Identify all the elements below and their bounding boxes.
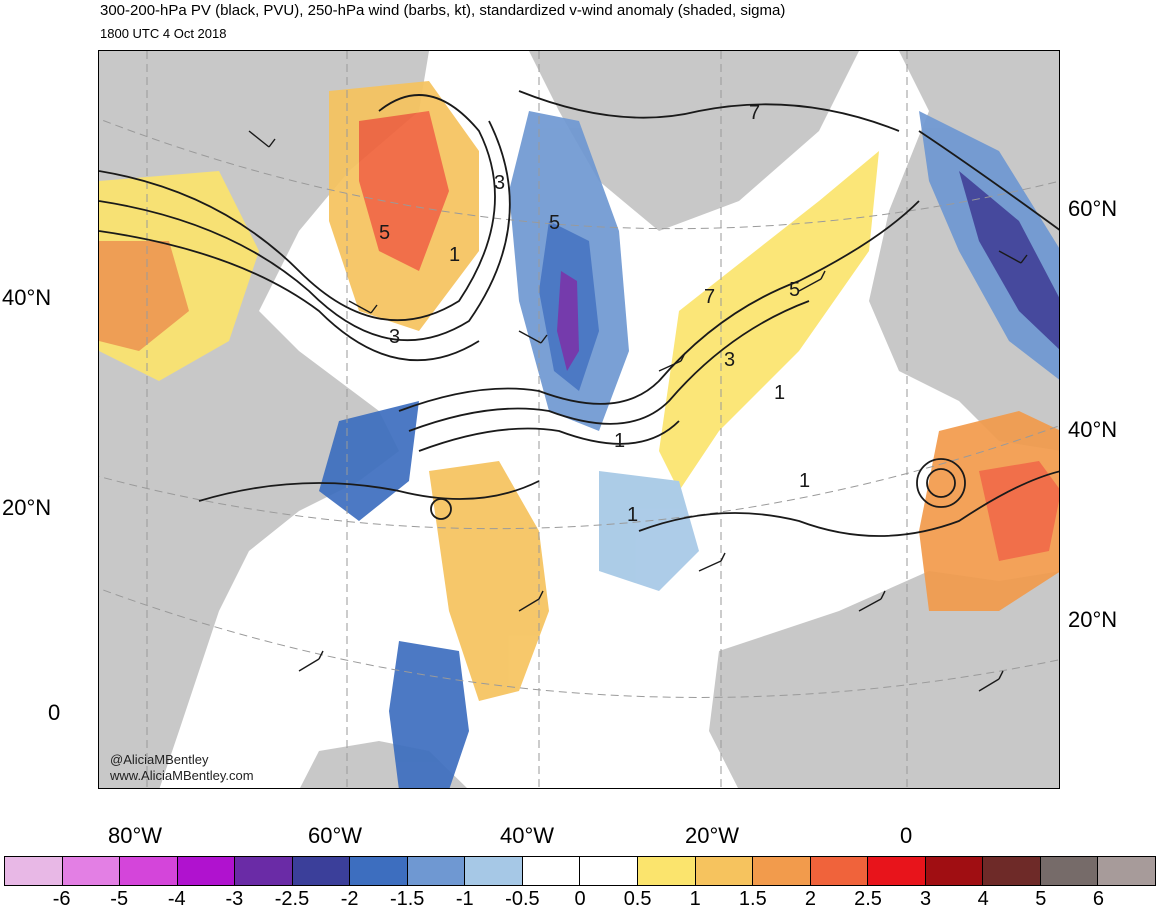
colorbar-tick-label: -4 [167, 888, 186, 910]
pv-contours [99, 90, 1059, 537]
pv-label: 7 [749, 102, 760, 124]
colorbar-tick-label: -0.5 [505, 888, 540, 910]
anomaly-pos-8 [979, 461, 1059, 561]
colorbar-swatch [5, 857, 63, 885]
colorbar-tick-label: -6 [52, 888, 71, 910]
colorbar-tick-label: -1 [455, 888, 474, 910]
pv-contour-labels: 3 5 1 3 5 7 7 5 3 1 1 1 1 [379, 102, 810, 526]
pv-label: 1 [774, 382, 785, 404]
lon-label: 40°W [500, 823, 555, 848]
pv-label: 5 [789, 279, 800, 301]
anomaly-neg-3 [557, 271, 579, 371]
pv-label: 7 [704, 286, 715, 308]
pv-label: 1 [627, 504, 638, 526]
colorbar-tick-label: 0 [574, 888, 586, 910]
map-canvas: 3 5 1 3 5 7 7 5 3 1 1 1 1 [99, 51, 1059, 788]
colorbar-swatch [522, 857, 581, 885]
anomaly-neg-7 [389, 641, 469, 788]
lat-label-left: 20°N [2, 495, 52, 520]
colorbar-swatch [753, 857, 811, 885]
africa-land [709, 571, 1059, 788]
anomaly-pos-2 [359, 111, 449, 271]
colorbar-swatch [868, 857, 926, 885]
colorbar-tick-label: 4 [977, 888, 989, 910]
pv-label: 5 [379, 222, 390, 244]
pv-label: 5 [549, 212, 560, 234]
pv-label: 1 [799, 470, 810, 492]
greenland-land [529, 51, 859, 231]
lon-label: 80°W [108, 823, 163, 848]
colorbar-tick-label: 5 [1035, 888, 1047, 910]
pv-label: 1 [449, 244, 460, 266]
lon-label: 60°W [308, 823, 363, 848]
anomaly-neg-6 [959, 171, 1059, 350]
anomaly-neg-8 [599, 471, 699, 591]
lat-label-left: 0 [48, 700, 61, 725]
colorbar-swatch [235, 857, 293, 885]
colorbar-tick-label: 1 [689, 888, 701, 910]
valid-time: 1800 UTC 4 Oct 2018 [100, 26, 227, 41]
lon-label: 0 [900, 823, 913, 848]
colorbar-tick-label: -1.5 [389, 888, 425, 910]
colorbar-swatch [983, 857, 1041, 885]
colorbar-swatch [62, 857, 121, 885]
credit-handle: @AliciaMBentley [110, 752, 209, 767]
colorbar-swatch [695, 857, 754, 885]
colorbar-swatch [120, 857, 178, 885]
lat-label-right: 60°N [1068, 196, 1118, 221]
colorbar-tick-label: -2 [340, 888, 359, 910]
pv-label: 3 [494, 172, 505, 194]
lat-label-left: 40°N [2, 285, 52, 310]
colorbar-tick-label: 0.5 [623, 888, 652, 910]
colorbar-swatch [465, 857, 523, 885]
colorbar-tick-label: 1.5 [738, 888, 767, 910]
colorbar-tick-label: -2.5 [274, 888, 310, 910]
colorbar-swatch [1040, 857, 1099, 885]
map-panel: 3 5 1 3 5 7 7 5 3 1 1 1 1 [98, 50, 1060, 789]
lat-label-right: 40°N [1068, 417, 1118, 442]
colorbar-tick-label: 2.5 [854, 888, 882, 910]
colorbar-tick-label: -3 [225, 888, 244, 910]
colorbar-swatch [292, 857, 351, 885]
wind-barbs [248, 130, 1028, 692]
pv-label: 3 [724, 349, 735, 371]
colorbar-tick-label: -5 [110, 888, 129, 910]
colorbar-tick-label: 6 [1092, 888, 1104, 910]
colorbar-tick-label: 2 [804, 888, 816, 910]
figure-title: 300-200-hPa PV (black, PVU), 250-hPa win… [100, 2, 786, 19]
anomaly-pos-5 [659, 151, 879, 491]
anomaly-shading [99, 81, 1059, 788]
colorbar-swatch [580, 857, 639, 885]
anomaly-pos-4 [99, 241, 189, 351]
colorbar-swatch [810, 857, 869, 885]
lon-label: 20°W [685, 823, 740, 848]
colorbar-swatch [925, 857, 984, 885]
graticule [99, 51, 1059, 788]
colorbar-swatch [407, 857, 466, 885]
anomaly-pos-6 [429, 461, 549, 701]
credit-website: www.AliciaMBentley.com [110, 768, 254, 783]
pv-label: 3 [389, 326, 400, 348]
colorbar-swatch [638, 857, 696, 885]
colorbar-tick-label: 3 [920, 888, 932, 910]
pv-label: 1 [614, 430, 625, 452]
colorbar-swatch [350, 857, 408, 885]
colorbar-swatch [1098, 857, 1155, 885]
colorbar [4, 856, 1156, 886]
colorbar-swatch [177, 857, 236, 885]
lat-label-right: 20°N [1068, 607, 1118, 632]
anomaly-neg-4 [319, 401, 419, 521]
